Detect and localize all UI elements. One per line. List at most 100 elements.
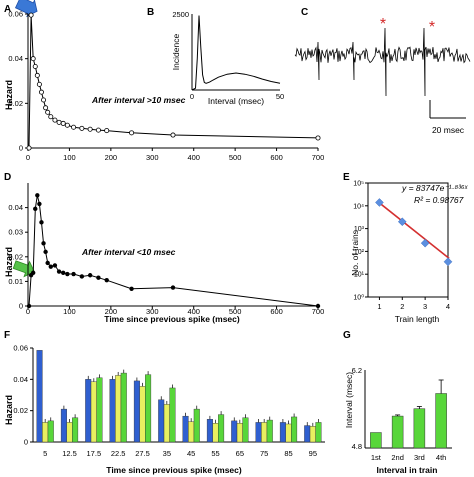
bar-green	[145, 374, 152, 443]
data-point	[32, 63, 38, 69]
panel-e-xlabel: Train length	[395, 314, 440, 324]
panel-letter-g: G	[343, 330, 351, 341]
x-tick-label: 100	[63, 307, 76, 316]
data-point	[26, 303, 32, 309]
panel-letter-f: F	[4, 330, 10, 341]
data-point	[71, 271, 76, 277]
bar-blue	[133, 380, 140, 443]
bar	[413, 408, 426, 449]
panel-d-annotation: After interval <10 msec	[81, 247, 176, 257]
data-point	[96, 275, 101, 280]
bar-blue	[182, 415, 189, 443]
star-icon: *	[429, 19, 435, 36]
y-tick-label: 0.03	[8, 228, 23, 237]
panel-d-xlabel: Time since previous spike (msec)	[104, 314, 240, 324]
bar	[370, 432, 382, 449]
panel-e-equation: y = 83747e⁻¹·⁸³⁶ˣ	[401, 183, 468, 193]
panel-f-hazard-bars: Hazard Time since previous spike (msec) …	[4, 344, 325, 475]
data-point	[28, 12, 34, 18]
data-point	[60, 120, 66, 126]
bar-green	[242, 417, 249, 443]
data-point	[79, 274, 85, 279]
bar-blue	[206, 419, 213, 443]
data-point	[35, 193, 40, 198]
y-tick-label: 0.02	[13, 406, 28, 415]
panel-g-interval-bars: Interval (msec) Interval in train 6.2 4.8…	[344, 366, 452, 475]
panel-a-annotation: After interval >10 msec	[91, 95, 186, 105]
bar-green	[96, 377, 103, 443]
x-tick-label: 4th	[436, 453, 446, 462]
bar-green	[72, 417, 79, 443]
bar-yellow	[42, 422, 49, 443]
bar-yellow	[90, 381, 97, 443]
y-tick-label: 0.06	[8, 10, 23, 19]
bar-blue	[304, 425, 311, 443]
x-tick-label: 1	[377, 302, 381, 311]
data-point	[71, 124, 77, 130]
bar-yellow	[309, 426, 316, 443]
diamond-marker	[443, 257, 453, 267]
bar-green	[47, 420, 54, 443]
y-tick-label: 0.01	[8, 277, 23, 286]
data-point	[61, 270, 66, 275]
panel-b-xlabel: Interval (msec)	[208, 96, 264, 106]
y-tick-label: 0.04	[13, 375, 28, 384]
x-tick-label: 12.5	[62, 449, 77, 458]
x-tick-label: 55	[211, 449, 219, 458]
y-tick-label: 10⁴	[353, 203, 364, 210]
bar-blue	[279, 422, 286, 443]
x-tick-label: 17.5	[87, 449, 102, 458]
data-point	[87, 273, 93, 278]
data-point	[52, 117, 58, 123]
x-tick-label: 500	[229, 307, 242, 316]
data-point	[129, 130, 135, 136]
x-tick-label: 600	[270, 153, 283, 162]
bar-yellow	[261, 422, 268, 443]
y-tick-label: 6.2	[352, 366, 362, 375]
y-tick-label: 0.02	[8, 252, 23, 261]
y-tick-label: 0.02	[8, 99, 23, 108]
y-tick-label: 10³	[354, 226, 365, 233]
panel-b-ylabel: Incidence	[171, 34, 181, 71]
bar-green	[169, 387, 176, 443]
data-point	[34, 72, 40, 78]
bar-green	[315, 422, 322, 443]
x-tick-label: 0	[190, 92, 194, 101]
x-tick-label: 100	[63, 153, 76, 162]
bar-blue	[36, 350, 43, 443]
data-point	[56, 119, 62, 125]
x-tick-label: 0	[26, 307, 30, 316]
y-tick-label: 0	[19, 144, 23, 153]
y-tick-label: 10²	[354, 249, 365, 256]
data-point	[45, 260, 50, 266]
x-tick-label: 65	[236, 449, 244, 458]
y-tick-label: 4.8	[352, 442, 362, 451]
bar-blue	[158, 399, 165, 443]
panel-e-rsquared: R² = 0.98767	[414, 195, 464, 205]
bar	[391, 415, 404, 449]
series-line	[191, 15, 281, 91]
panel-f-xlabel: Time since previous spike (msec)	[106, 465, 242, 475]
data-point	[315, 135, 321, 141]
data-point	[30, 56, 36, 62]
data-point	[39, 220, 44, 225]
bar-yellow	[188, 421, 195, 443]
bar-yellow	[285, 423, 292, 443]
x-tick-label: 200	[105, 153, 118, 162]
x-tick-label: 300	[146, 153, 159, 162]
plot-frame	[367, 182, 449, 298]
voltage-trace	[294, 27, 471, 97]
x-tick-label: 400	[187, 153, 200, 162]
x-tick-label: 4	[446, 302, 450, 311]
panel-letter-a: A	[4, 4, 11, 15]
bar-green	[120, 372, 127, 443]
x-tick-label: 3rd	[414, 453, 425, 462]
panel-e-train-counts: No. of trains Train length y = 83747e⁻¹·…	[350, 181, 468, 325]
data-point	[315, 303, 321, 309]
data-point	[56, 269, 62, 274]
x-tick-label: 27.5	[135, 449, 150, 458]
y-tick-label: 10⁰	[353, 294, 364, 302]
bar-yellow	[212, 423, 219, 443]
data-point	[45, 109, 51, 115]
